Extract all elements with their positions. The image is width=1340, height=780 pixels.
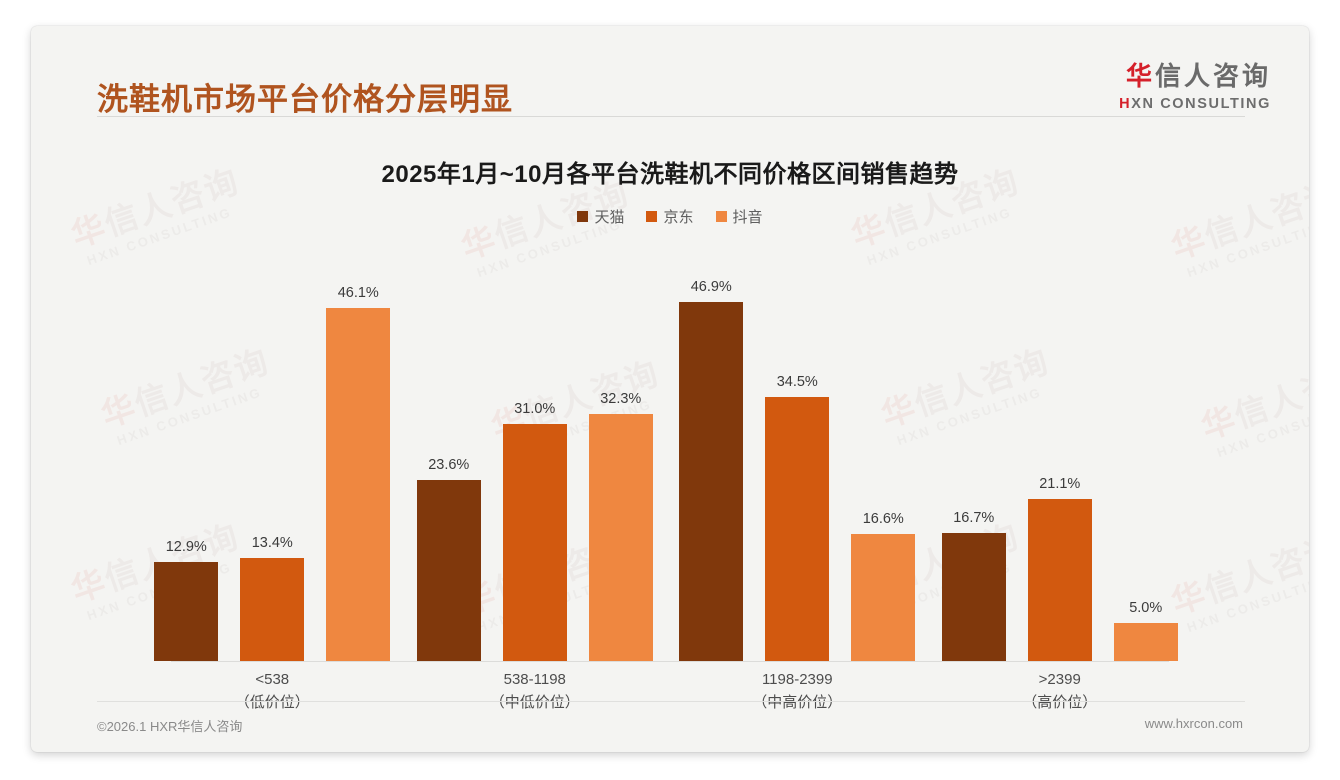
chart-plot-area: 12.9% 13.4% 46.1% 23.6% 31.0% 32.3% 46.9% 34.5%… (141, 244, 1191, 662)
bar-group-<538: 12.9% 13.4% 46.1% (141, 244, 404, 661)
slide-header: 洗鞋机市场平台价格分层明显 华信人咨询 HXN CONSULTING (31, 26, 1309, 117)
x-axis-label-tier: （低价位） (234, 694, 310, 712)
x-axis-baseline (171, 661, 1169, 662)
x-axis-label-range: >2399 (1038, 671, 1081, 688)
legend-item-天猫[interactable]: 天猫 (577, 206, 624, 227)
bar-item[interactable]: 16.7% (941, 244, 1006, 661)
bar-groups: 12.9% 13.4% 46.1% 23.6% 31.0% 32.3% 46.9% 34.5%… (141, 244, 1191, 661)
bar-rect[interactable] (416, 480, 481, 661)
x-axis-label-range: <538 (255, 671, 290, 688)
bar-value-label: 34.5% (776, 374, 818, 390)
x-axis-label-tier: （中低价位） (489, 694, 580, 712)
bar-item[interactable]: 12.9% (154, 244, 219, 661)
bar-rect[interactable] (1027, 499, 1092, 661)
slide-canvas: 华信人咨询 HXN CONSULTING 华信人咨询 HXN CONSULTING 华信… (31, 26, 1309, 752)
x-axis-label-range: 1198-2399 (761, 671, 833, 688)
bar-value-label: 21.1% (1039, 476, 1081, 492)
logo-en-accent-char: H (1119, 95, 1132, 112)
bar-value-label: 13.4% (251, 535, 293, 551)
bar-rect[interactable] (851, 534, 916, 661)
footer-copyright: ©2026.1 HXR华信人咨询 (97, 719, 243, 734)
x-axis-label->2399: >2399 （高价位） (929, 668, 1192, 715)
footer-divider (97, 701, 1245, 702)
logo-cn-accent-char: 华 (1125, 61, 1155, 91)
bar-value-label: 46.1% (337, 285, 379, 301)
bar-rect[interactable] (326, 308, 391, 661)
bar-item[interactable]: 5.0% (1113, 244, 1178, 661)
x-axis-labels: <538 （低价位） 538-1198 （中低价位） 1198-2399 （中高价位） >2… (141, 668, 1191, 715)
bar-item[interactable]: 46.9% (679, 244, 744, 661)
slide-footer: ©2026.1 HXR华信人咨询 www.hxrcon.com (31, 714, 1309, 738)
bar-item[interactable]: 32.3% (588, 244, 653, 661)
bar-rect[interactable] (154, 562, 219, 661)
bar-value-label: 32.3% (600, 391, 642, 407)
bar-value-label: 46.9% (690, 279, 732, 295)
bar-value-label: 31.0% (514, 401, 556, 417)
x-axis-label-538-1198: 538-1198 （中低价位） (404, 668, 667, 715)
bar-rect[interactable] (502, 424, 567, 661)
bar-rect[interactable] (941, 533, 1006, 661)
legend-label: 京东 (663, 209, 694, 226)
legend-label: 天猫 (594, 209, 625, 226)
legend-item-抖音[interactable]: 抖音 (715, 206, 763, 227)
bar-item[interactable]: 46.1% (326, 244, 391, 661)
chart-title: 2025年1月~10月各平台洗鞋机不同价格区间销售趋势 (381, 161, 959, 188)
bar-rect[interactable] (1113, 623, 1178, 661)
legend-swatch-icon (715, 211, 727, 222)
legend-swatch-icon (577, 211, 589, 222)
x-axis-label-<538: <538 （低价位） (141, 668, 404, 715)
bar-group-538-1198: 23.6% 31.0% 32.3% (404, 244, 667, 661)
bar-rect[interactable] (679, 302, 744, 661)
logo-cn-rest: 信人咨询 (1154, 61, 1271, 91)
bar-rect[interactable] (588, 414, 653, 661)
bar-item[interactable]: 34.5% (765, 244, 830, 661)
bar-item[interactable]: 23.6% (416, 244, 481, 661)
logo-en-rest: XN CONSULTING (1131, 95, 1271, 112)
bar-group-1198-2399: 46.9% 34.5% 16.6% (666, 244, 929, 661)
x-axis-label-tier: （中高价位） (752, 694, 843, 712)
logo-chinese-text: 华信人咨询 (1119, 62, 1271, 91)
x-axis-label-range: 538-1198 (503, 671, 566, 688)
x-axis-label-tier: （高价位） (1022, 694, 1098, 712)
chart-legend: 天猫 京东 抖音 (31, 206, 1309, 227)
bar-item[interactable]: 16.6% (851, 244, 916, 661)
bar-rect[interactable] (765, 397, 830, 661)
bar-value-label: 16.7% (953, 510, 995, 526)
logo-english-text: HXN CONSULTING (1119, 96, 1271, 112)
footer-website[interactable]: www.hxrcon.com (1144, 716, 1243, 731)
bar-group->2399: 16.7% 21.1% 5.0% (929, 244, 1192, 661)
x-axis-label-1198-2399: 1198-2399 （中高价位） (666, 668, 929, 715)
legend-label: 抖音 (732, 209, 763, 226)
bar-rect[interactable] (240, 558, 305, 661)
header-divider (97, 116, 1245, 117)
bar-value-label: 5.0% (1129, 600, 1163, 616)
bar-value-label: 12.9% (165, 539, 207, 555)
bar-item[interactable]: 21.1% (1027, 244, 1092, 661)
bar-item[interactable]: 13.4% (240, 244, 305, 661)
bar-value-label: 23.6% (428, 457, 470, 473)
bar-value-label: 16.6% (862, 511, 904, 527)
legend-item-京东[interactable]: 京东 (646, 206, 694, 227)
company-logo: 华信人咨询 HXN CONSULTING (1119, 62, 1271, 112)
legend-swatch-icon (646, 211, 658, 222)
chart-container: 2025年1月~10月各平台洗鞋机不同价格区间销售趋势 天猫 京东 抖音 12.9%… (31, 122, 1309, 712)
page-title: 洗鞋机市场平台价格分层明显 (97, 82, 513, 117)
bar-item[interactable]: 31.0% (502, 244, 567, 661)
